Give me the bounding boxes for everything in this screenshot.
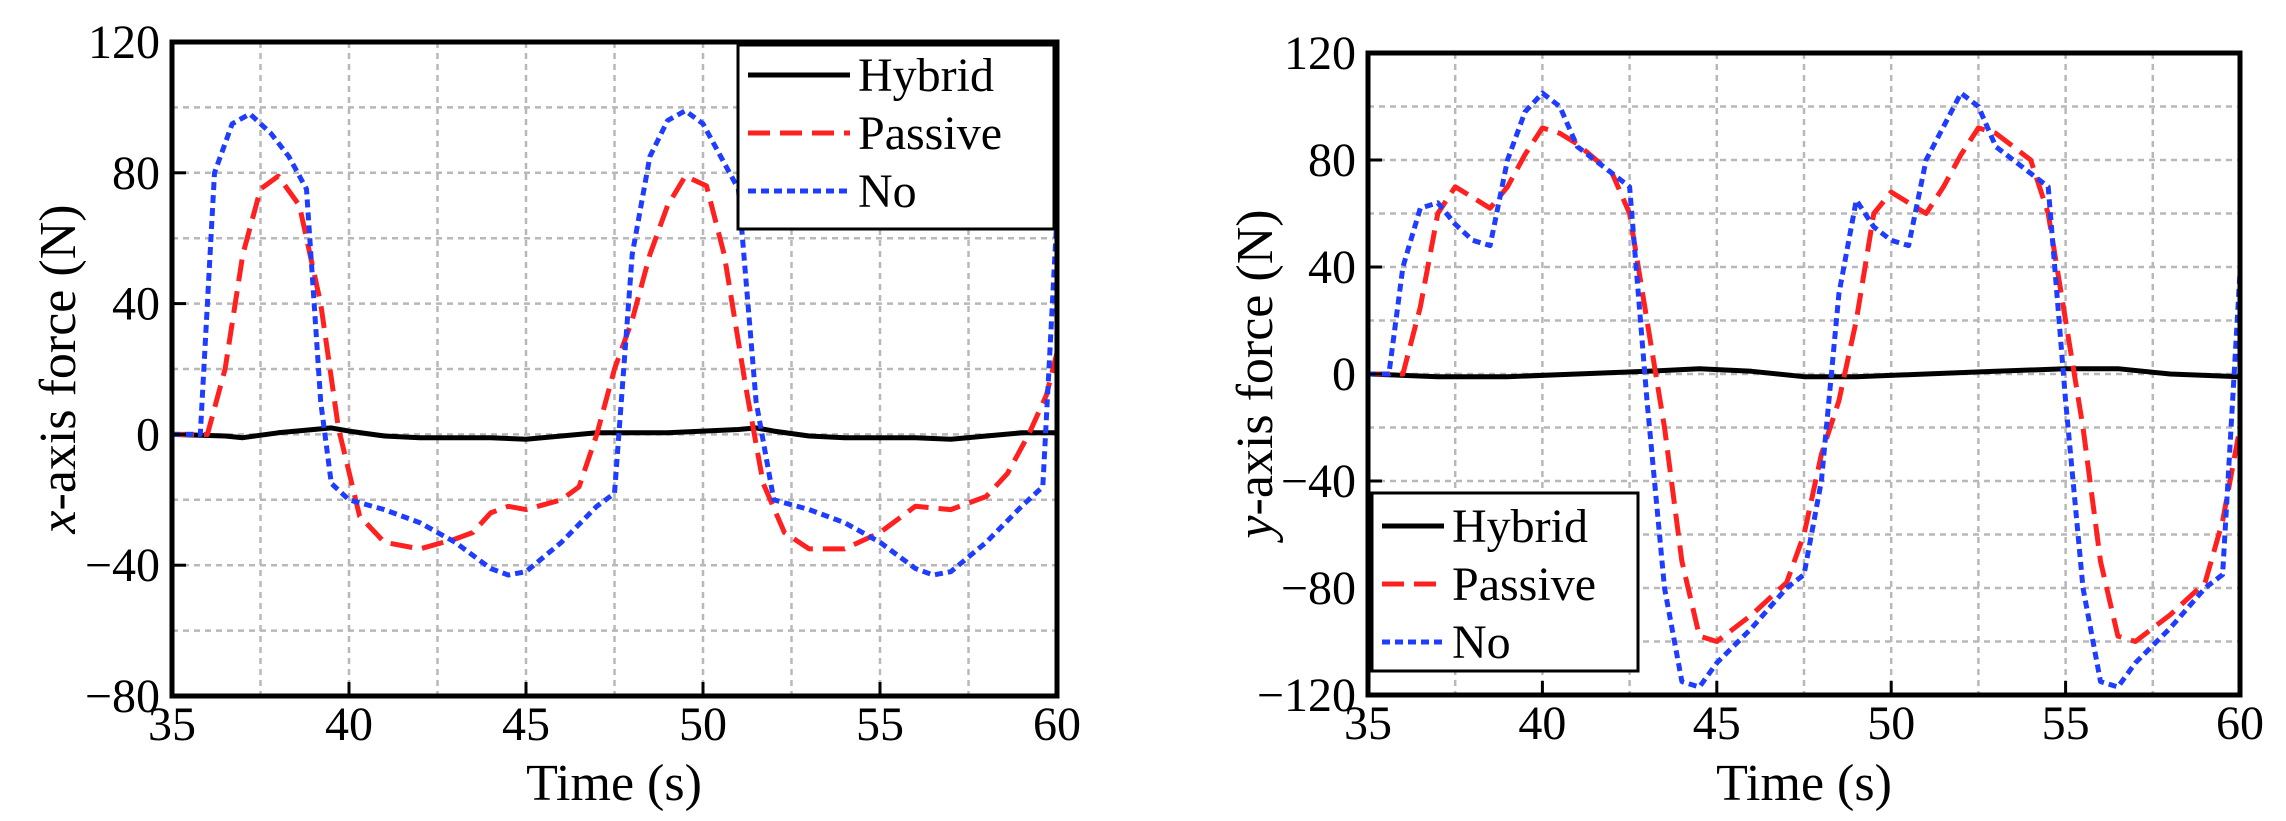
x-tick-label: 60 — [2216, 697, 2264, 750]
series-no-line — [172, 108, 1057, 578]
grid — [172, 42, 1057, 696]
x-tick-label: 40 — [325, 698, 373, 751]
y-tick-label: 40 — [1308, 241, 1356, 294]
legend-label-no: No — [1452, 616, 1511, 669]
chart-1: 35 40 45 50 55 60 −80 −40 0 40 80 120 Time (s) x-axis… — [30, 16, 1081, 812]
legend-label-hybrid: Hybrid — [1452, 500, 1588, 553]
x-tick-label: 40 — [1518, 697, 1566, 750]
y-tick-label: 0 — [136, 408, 160, 461]
y-tick-label: −40 — [1281, 455, 1356, 508]
x-tick-label: 45 — [1693, 697, 1741, 750]
legend-label-passive: Passive — [858, 107, 1002, 160]
x-tick-label: 50 — [1867, 697, 1915, 750]
series-group — [1368, 90, 2240, 690]
x-tick-label: 50 — [679, 698, 727, 751]
x-tick-label: 35 — [148, 698, 196, 751]
y-tick-label: 40 — [112, 278, 160, 331]
plot-frame — [169, 39, 1060, 699]
y-tick-label: −40 — [85, 539, 160, 592]
series-group — [172, 108, 1057, 578]
y-tick-label: 80 — [1308, 134, 1356, 187]
series-passive-line — [1368, 125, 2240, 644]
y-tick-label: 80 — [112, 147, 160, 200]
y-tick-label: −80 — [85, 670, 160, 723]
y-tick-label: 0 — [1332, 348, 1356, 401]
y-tick-label: 120 — [1284, 27, 1356, 80]
series-hybrid-line — [1368, 366, 2240, 380]
x-tick-label: 45 — [502, 698, 550, 751]
y-axis-label: x-axis force (N) — [30, 204, 87, 534]
legend-label-no: No — [858, 165, 917, 218]
chart-2: 35 40 45 50 55 60 −120 −80 −40 0 40 80 120 Time (s) y-… — [1227, 27, 2264, 812]
y-axis-label: y-axis force (N) — [1227, 209, 1284, 543]
x-axis-label: Time (s) — [1716, 755, 1892, 812]
y-tick-label: −80 — [1281, 562, 1356, 615]
y-tick-label: −120 — [1257, 669, 1356, 722]
y-tick-label: 120 — [88, 16, 160, 69]
legend-label-passive: Passive — [1452, 558, 1596, 611]
series-no-line — [1368, 90, 2240, 690]
x-tick-label: 55 — [2042, 697, 2090, 750]
series-hybrid-line — [172, 425, 1057, 442]
legend-label-hybrid: Hybrid — [858, 49, 994, 102]
x-tick-label: 35 — [1344, 697, 1392, 750]
x-tick-label: 55 — [856, 698, 904, 751]
x-axis-label: Time (s) — [526, 755, 702, 812]
x-tick-label: 60 — [1033, 698, 1081, 751]
